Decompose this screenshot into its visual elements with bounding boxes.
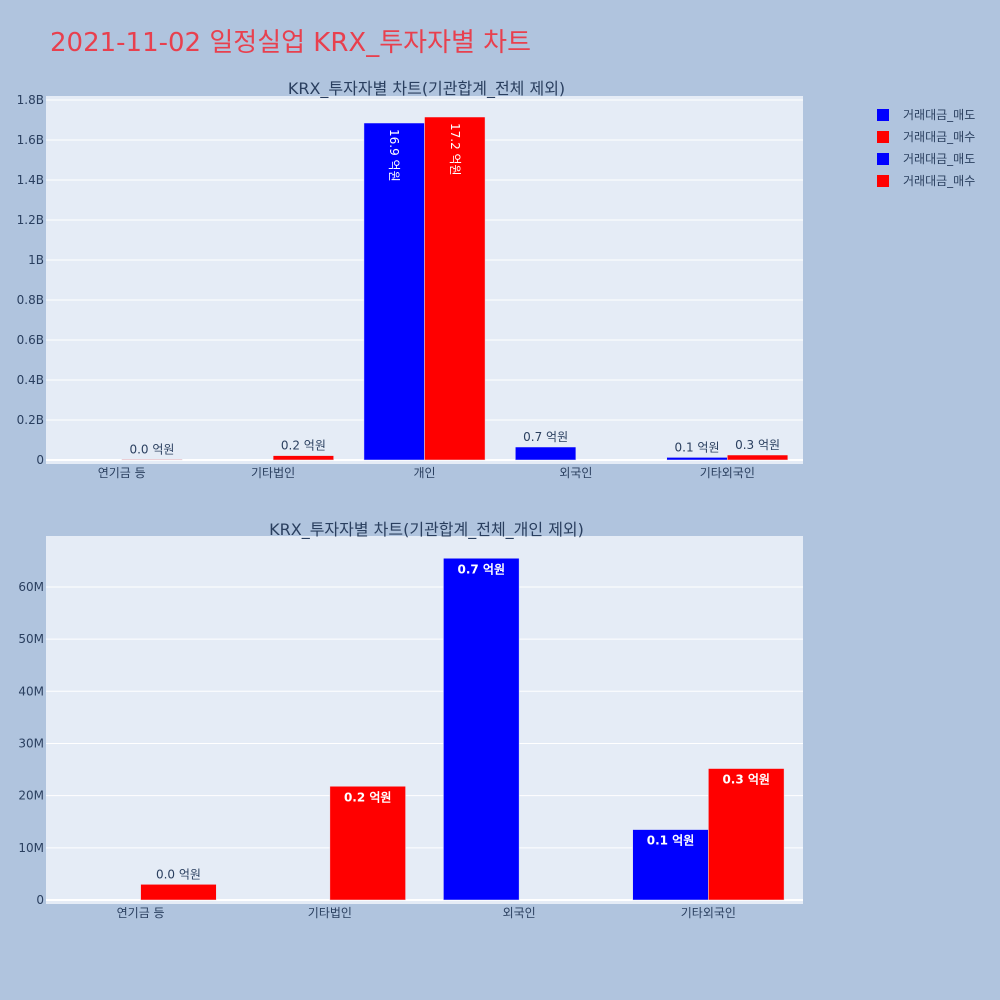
bottom-chart-y-tick-label: 40M bbox=[18, 684, 44, 698]
legend-swatch bbox=[877, 131, 889, 143]
top-chart-bar-buy bbox=[727, 454, 789, 461]
top-chart-bar-buy bbox=[272, 455, 334, 461]
top-chart-data-label: 0.0 억원 bbox=[129, 442, 174, 456]
bottom-chart-y-tick-label: 0 bbox=[36, 893, 44, 907]
legend-item-label: 거래대금_매도 bbox=[903, 152, 975, 166]
top-chart-bar-sell bbox=[363, 122, 425, 461]
top-chart-bar-buy bbox=[424, 116, 486, 461]
legend-item-label: 거래대금_매도 bbox=[903, 108, 975, 122]
top-chart-x-tick-label: 기타외국인 bbox=[700, 466, 755, 480]
bottom-chart-title: KRX_투자자별 차트(기관합계_전체_개인 제외) bbox=[269, 520, 584, 540]
bottom-chart-x-tick-label: 연기금 등 bbox=[117, 906, 165, 920]
top-chart-data-label: 0.7 억원 bbox=[523, 430, 568, 444]
top-chart-x-tick-label: 개인 bbox=[413, 466, 435, 480]
legend-item-label: 거래대금_매수 bbox=[903, 130, 975, 144]
bottom-chart-bar-sell bbox=[443, 558, 520, 901]
legend-swatch bbox=[877, 109, 889, 121]
page-title: 2021-11-02 일정실업 KRX_투자자별 차트 bbox=[50, 28, 532, 58]
bottom-chart-x-tick-label: 외국인 bbox=[503, 906, 536, 920]
top-chart-y-tick-label: 1.2B bbox=[17, 213, 44, 227]
top-chart-data-label: 16.9 억원 bbox=[387, 129, 401, 182]
top-chart-y-tick-label: 0.2B bbox=[17, 413, 44, 427]
bottom-chart-data-label: 0.1 억원 bbox=[647, 834, 695, 848]
bottom-chart-y-tick-label: 10M bbox=[18, 841, 44, 855]
bottom-chart-data-label: 0.7 억원 bbox=[458, 562, 506, 576]
top-chart-y-tick-label: 1.4B bbox=[17, 173, 44, 187]
top-chart-x-tick-label: 외국인 bbox=[559, 466, 592, 480]
bottom-chart-data-label: 0.0 억원 bbox=[156, 867, 201, 881]
top-chart-bar-buy bbox=[121, 459, 183, 461]
top-chart-y-tick-label: 0.4B bbox=[17, 373, 44, 387]
bottom-chart-y-tick-label: 50M bbox=[18, 632, 44, 646]
bottom-chart-bar-sell bbox=[632, 829, 709, 901]
legend-item-label: 거래대금_매수 bbox=[903, 174, 975, 188]
top-chart-data-label: 17.2 억원 bbox=[448, 123, 462, 176]
top-chart-data-label: 0.3 억원 bbox=[735, 438, 780, 452]
top-chart-y-tick-label: 0.6B bbox=[17, 333, 44, 347]
top-chart-title: KRX_투자자별 차트(기관합계_전체 제외) bbox=[288, 79, 565, 99]
bottom-chart-y-tick-label: 20M bbox=[18, 789, 44, 803]
top-chart-data-label: 0.1 억원 bbox=[675, 440, 720, 454]
legend-swatch bbox=[877, 175, 889, 187]
bottom-chart-y-tick-label: 30M bbox=[18, 736, 44, 750]
bottom-chart-y-tick-label: 60M bbox=[18, 580, 44, 594]
top-chart-y-tick-label: 0 bbox=[36, 453, 44, 467]
top-chart-y-tick-label: 1B bbox=[28, 253, 44, 267]
bottom-chart-data-label: 0.2 억원 bbox=[344, 790, 392, 804]
bottom-chart-bar-buy bbox=[708, 768, 785, 901]
top-chart-x-tick-label: 연기금 등 bbox=[98, 466, 146, 480]
top-chart-y-tick-label: 0.8B bbox=[17, 293, 44, 307]
legend-swatch bbox=[877, 153, 889, 165]
top-chart-bar-sell bbox=[515, 446, 577, 461]
top-chart-x-tick-label: 기타법인 bbox=[251, 466, 295, 480]
top-chart-y-tick-label: 1.8B bbox=[17, 93, 44, 107]
bottom-chart-bar-buy bbox=[329, 786, 406, 901]
top-chart-data-label: 0.2 억원 bbox=[281, 439, 326, 453]
bottom-chart-bar-buy bbox=[140, 884, 217, 901]
bottom-chart-x-tick-label: 기타외국인 bbox=[681, 906, 736, 920]
top-chart-y-tick-label: 1.6B bbox=[17, 133, 44, 147]
bottom-chart-x-tick-label: 기타법인 bbox=[308, 906, 352, 920]
bottom-chart-data-label: 0.3 억원 bbox=[722, 773, 770, 787]
top-chart-bar-sell bbox=[666, 457, 728, 461]
